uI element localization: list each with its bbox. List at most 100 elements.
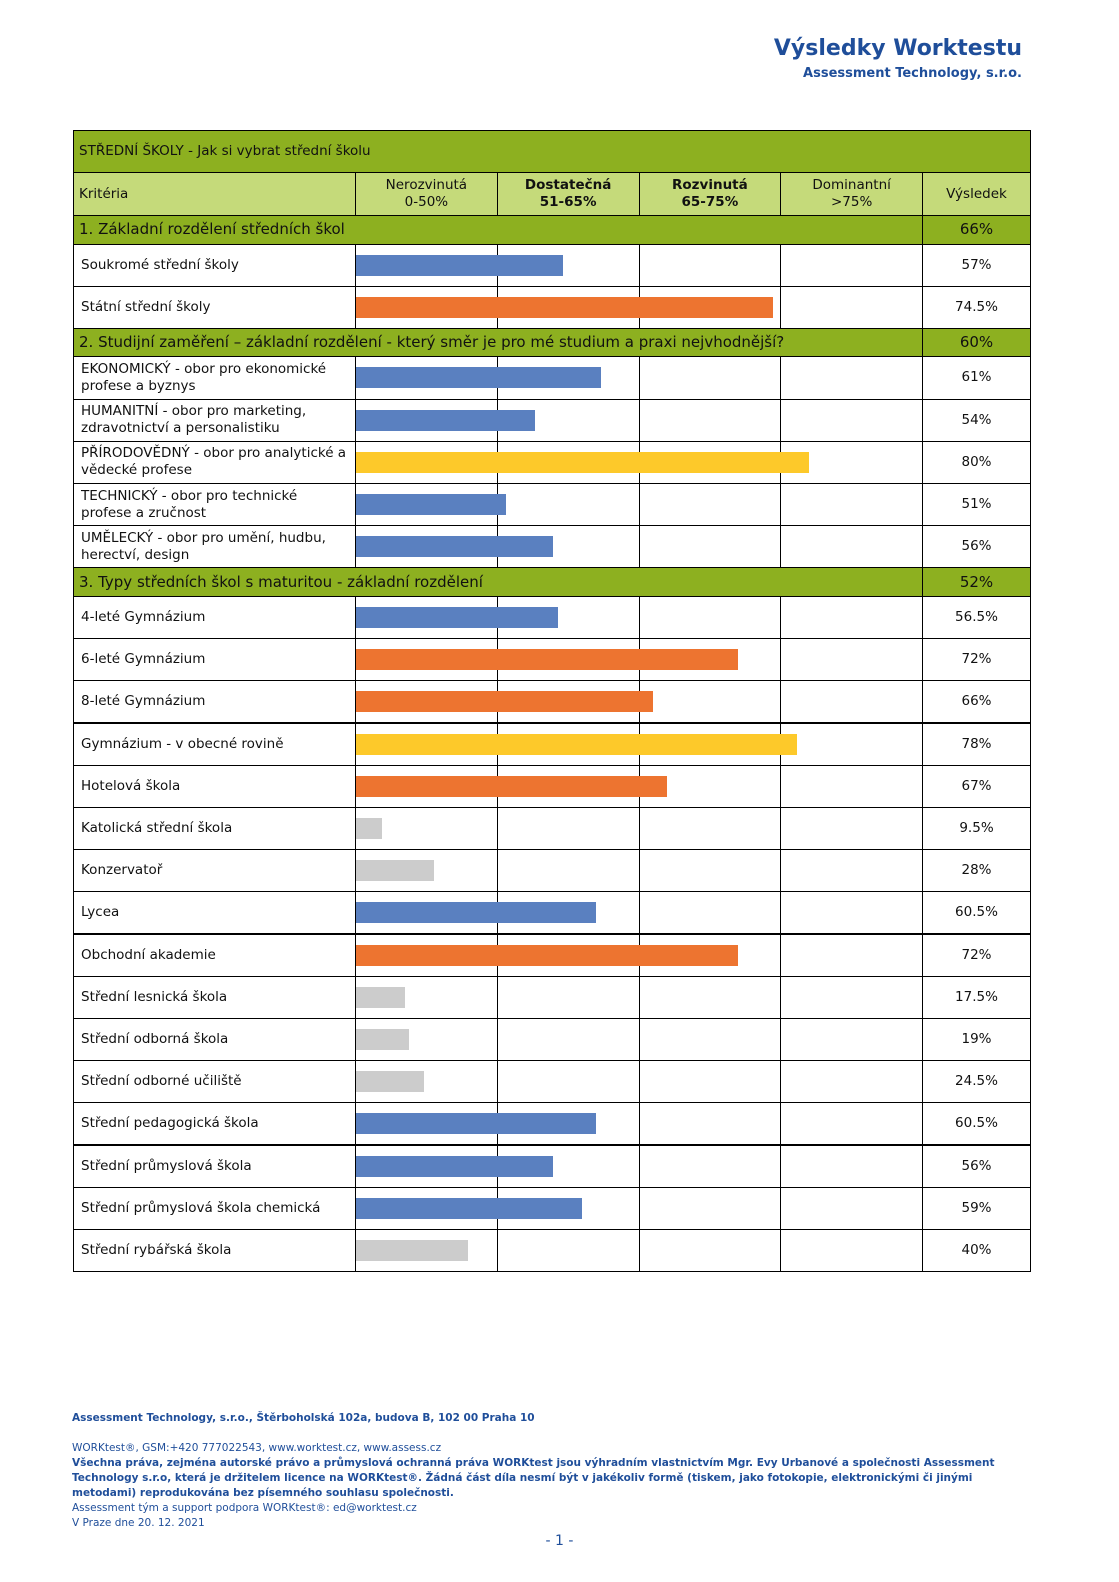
result-value: 56%: [961, 538, 992, 555]
result-cell: 19%: [922, 1017, 1031, 1062]
result-value: 72%: [961, 651, 992, 668]
table-title-row: STŘEDNÍ ŠKOLY - Jak si vybrat střední šk…: [73, 130, 1031, 173]
result-cell: 72%: [922, 638, 1031, 682]
criteria-label: 8-leté Gymnázium: [81, 693, 206, 710]
band-cell: [780, 483, 923, 527]
result-cell: 60.5%: [922, 891, 1031, 935]
bar: [356, 1239, 469, 1261]
criteria-label: Gymnázium - v obecné rovině: [81, 735, 284, 752]
bar: [356, 986, 405, 1008]
band-name: Dominantní: [812, 177, 891, 193]
band-range: 65-75%: [681, 194, 739, 210]
bar: [356, 606, 559, 628]
band-cell: [780, 891, 923, 935]
bar: [356, 296, 774, 318]
band-cell: [496, 975, 640, 1019]
section-title: 1. Základní rozdělení středních škol: [79, 220, 345, 239]
band-cell: [780, 595, 923, 640]
criteria-cell: Střední pedagogická škola: [73, 1102, 356, 1146]
criteria-cell: EKONOMICKÝ - obor pro ekonomické profese…: [73, 356, 356, 400]
band-cell: [638, 1144, 782, 1188]
section-result-text: 60%: [959, 333, 994, 352]
result-cell: 56%: [922, 1144, 1031, 1188]
band-cell: [780, 933, 923, 977]
page-number: - 1 -: [545, 1533, 574, 1549]
band-cell: [780, 722, 923, 766]
band-header: Rozvinutá 65-75%: [638, 172, 782, 216]
criteria-label: Soukromé střední školy: [81, 256, 239, 273]
bar: [356, 494, 507, 515]
result-header: Výsledek: [922, 172, 1031, 216]
result-cell: 24.5%: [922, 1060, 1031, 1104]
band-cell: [638, 398, 782, 442]
result-value: 24.5%: [955, 1073, 998, 1090]
criteria-cell: Střední rybářská škola: [73, 1228, 356, 1273]
result-cell: 60.5%: [922, 1102, 1031, 1146]
bar: [356, 691, 653, 713]
band-cell: [780, 398, 923, 442]
result-value: 40%: [961, 1241, 992, 1258]
criteria-cell: PŘÍRODOVĚDNÝ - obor pro analytické a věd…: [73, 440, 356, 484]
table-title: STŘEDNÍ ŠKOLY - Jak si vybrat střední šk…: [79, 143, 371, 159]
criteria-label: Konzervatoř: [81, 862, 163, 879]
bar: [356, 1155, 554, 1177]
criteria-label: Obchodní akademie: [81, 946, 216, 963]
result-cell: 17.5%: [922, 975, 1031, 1019]
result-header-text: Výsledek: [946, 185, 1007, 202]
band-range: >75%: [830, 194, 873, 210]
result-value: 74.5%: [955, 298, 998, 315]
criteria-label: Hotelová škola: [81, 777, 181, 794]
criteria-cell: Střední odborné učiliště: [73, 1060, 356, 1104]
band-cell: [780, 243, 923, 287]
bar: [356, 1113, 596, 1135]
report-title: Výsledky Worktestu: [773, 36, 1022, 61]
result-cell: 78%: [922, 722, 1031, 766]
result-value: 19%: [961, 1030, 992, 1047]
result-cell: 56%: [922, 525, 1031, 569]
criteria-label: 4-leté Gymnázium: [81, 608, 206, 625]
criteria-cell: HUMANITNÍ - obor pro marketing, zdravotn…: [73, 398, 356, 442]
band-cell: [780, 1228, 923, 1273]
band-header: Nerozvinutá 0-50%: [355, 172, 498, 216]
criteria-header-text: Kritéria: [79, 185, 129, 202]
band-cell: [638, 849, 782, 893]
criteria-label: Střední lesnická škola: [81, 988, 228, 1005]
band-cell: [780, 1060, 923, 1104]
band-cell: [638, 975, 782, 1019]
criteria-label: UMĚLECKÝ - obor pro umění, hudbu, herect…: [81, 529, 326, 563]
band-cell: [496, 1228, 640, 1273]
band-cell: [496, 806, 640, 851]
band-cell: [496, 483, 640, 527]
result-value: 28%: [961, 862, 992, 879]
result-cell: 66%: [922, 680, 1031, 724]
footer-contact: WORKtest®, GSM:+420 777022543, www.workt…: [72, 1442, 442, 1454]
section-title: 2. Studijní zaměření – základní rozdělen…: [79, 333, 785, 352]
criteria-label: PŘÍRODOVĚDNÝ - obor pro analytické a věd…: [81, 445, 347, 479]
result-value: 57%: [961, 256, 992, 273]
criteria-cell: Státní střední školy: [73, 285, 356, 329]
result-cell: 40%: [922, 1228, 1031, 1273]
bar: [356, 1071, 425, 1093]
band-cell: [780, 849, 923, 893]
criteria-label: 6-leté Gymnázium: [81, 651, 206, 668]
band-cell: [496, 849, 640, 893]
criteria-label: HUMANITNÍ - obor pro marketing, zdravotn…: [81, 403, 307, 437]
criteria-cell: Katolická střední škola: [73, 806, 356, 851]
section-title: 3. Typy středních škol s maturitou - zák…: [79, 572, 483, 591]
criteria-cell: Konzervatoř: [73, 849, 356, 893]
band-cell: [638, 891, 782, 935]
bar: [356, 944, 738, 966]
criteria-label: Střední průmyslová škola chemická: [81, 1199, 321, 1216]
result-value: 60.5%: [955, 1115, 998, 1132]
bar: [356, 817, 382, 839]
result-value: 9.5%: [959, 819, 994, 836]
criteria-cell: Lycea: [73, 891, 356, 935]
band-cell: [780, 525, 923, 569]
section-result: 60%: [922, 327, 1031, 358]
band-cell: [780, 356, 923, 400]
result-value: 72%: [961, 946, 992, 963]
result-cell: 28%: [922, 849, 1031, 893]
result-value: 51%: [961, 496, 992, 513]
result-cell: 9.5%: [922, 806, 1031, 851]
criteria-label: Státní střední školy: [81, 298, 211, 315]
